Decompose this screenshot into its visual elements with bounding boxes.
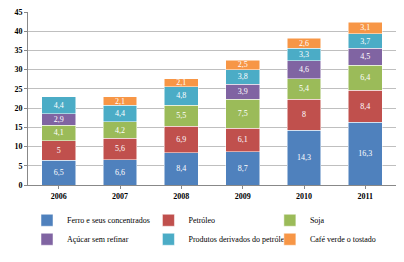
svg-text:25: 25 (14, 85, 22, 94)
svg-text:6,5: 6,5 (54, 168, 64, 177)
svg-text:2006: 2006 (51, 192, 67, 201)
svg-text:3,8: 3,8 (238, 72, 248, 81)
svg-text:2011: 2011 (358, 192, 374, 201)
svg-text:2009: 2009 (235, 192, 251, 201)
svg-text:8: 8 (302, 110, 306, 119)
svg-text:6,1: 6,1 (238, 135, 248, 144)
svg-text:16,3: 16,3 (358, 149, 372, 158)
svg-text:2,1: 2,1 (176, 78, 186, 87)
svg-text:Açúcar sem refinar: Açúcar sem refinar (67, 235, 129, 244)
svg-text:8,4: 8,4 (360, 102, 370, 111)
svg-text:Produtos derivados do petróleo: Produtos derivados do petróleo (188, 235, 288, 244)
svg-text:3,3: 3,3 (299, 50, 309, 59)
svg-text:Soja: Soja (310, 216, 325, 225)
svg-text:Café verde o tostado: Café verde o tostado (310, 235, 376, 244)
svg-text:14,3: 14,3 (297, 153, 311, 162)
svg-text:2,5: 2,5 (238, 60, 248, 69)
svg-text:4,6: 4,6 (299, 65, 309, 74)
svg-text:5,4: 5,4 (299, 84, 309, 93)
svg-text:5: 5 (18, 162, 22, 171)
svg-text:3,9: 3,9 (238, 87, 248, 96)
svg-text:5: 5 (57, 146, 61, 155)
svg-text:15: 15 (14, 123, 22, 132)
svg-text:Petróleo: Petróleo (188, 216, 215, 225)
svg-text:40: 40 (14, 27, 22, 36)
svg-text:2,1: 2,1 (115, 97, 125, 106)
svg-text:35: 35 (14, 46, 22, 55)
svg-text:8,7: 8,7 (238, 164, 248, 173)
svg-text:4,5: 4,5 (360, 52, 370, 61)
svg-text:3,1: 3,1 (360, 23, 370, 32)
svg-text:2010: 2010 (296, 192, 312, 201)
svg-text:6,6: 6,6 (115, 168, 125, 177)
svg-text:2,6: 2,6 (299, 39, 309, 48)
svg-text:2008: 2008 (173, 192, 189, 201)
svg-text:2007: 2007 (112, 192, 128, 201)
svg-text:4,8: 4,8 (176, 91, 186, 100)
svg-text:8,4: 8,4 (176, 164, 186, 173)
svg-text:5,6: 5,6 (115, 144, 125, 153)
svg-text:4,4: 4,4 (115, 109, 125, 118)
svg-text:7,5: 7,5 (238, 109, 248, 118)
svg-text:6,9: 6,9 (176, 135, 186, 144)
svg-text:4,2: 4,2 (115, 126, 125, 135)
svg-text:20: 20 (14, 104, 22, 113)
svg-text:Ferro e seus concentrados: Ferro e seus concentrados (67, 216, 150, 225)
svg-text:3,7: 3,7 (360, 37, 370, 46)
svg-text:2,9: 2,9 (54, 115, 64, 124)
svg-text:5,5: 5,5 (176, 111, 186, 120)
svg-text:4,4: 4,4 (54, 101, 64, 110)
svg-text:6,4: 6,4 (360, 73, 370, 82)
svg-text:45: 45 (14, 8, 22, 17)
svg-text:10: 10 (14, 142, 22, 151)
svg-text:4,1: 4,1 (54, 128, 64, 137)
svg-text:0: 0 (18, 181, 22, 190)
svg-text:30: 30 (14, 65, 22, 74)
